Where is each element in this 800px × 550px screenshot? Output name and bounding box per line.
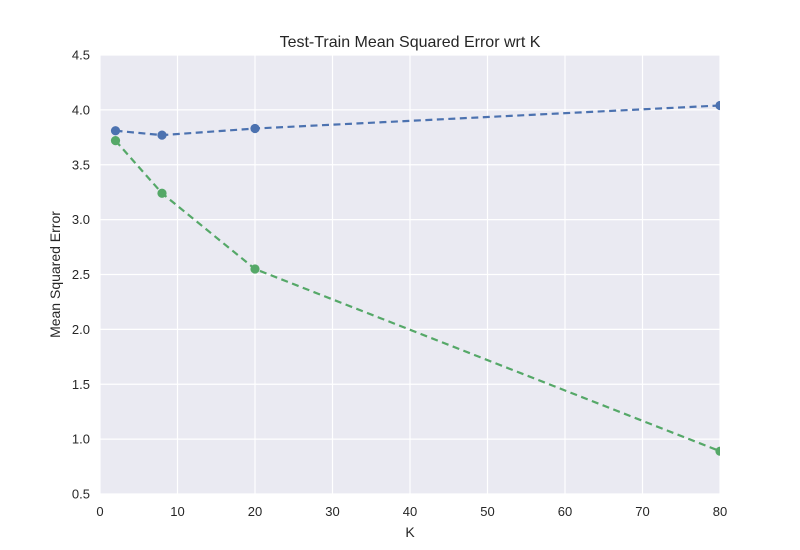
y-tick-label-6: 3.5 (72, 157, 90, 172)
series-0-point-0 (110, 126, 121, 136)
x-tick-label-8: 80 (713, 504, 727, 519)
series-0-line (115, 104, 720, 137)
series-1-point-3 (715, 446, 720, 456)
y-tick-label-4: 2.5 (72, 267, 90, 282)
series-1-point-2 (250, 264, 260, 274)
series-0-point-1 (157, 130, 167, 140)
series-1 (110, 136, 720, 456)
series-1-point-1 (157, 188, 167, 198)
x-tick-label-3: 30 (325, 504, 339, 519)
x-tick-label-0: 0 (96, 504, 103, 519)
x-tick-label-5: 50 (480, 504, 494, 519)
y-tick-label-2: 1.5 (72, 377, 90, 392)
x-axis-title: K (405, 524, 415, 540)
x-tick-label-7: 70 (635, 504, 649, 519)
y-tick-label-8: 4.5 (72, 48, 90, 63)
series-1-point-0 (110, 136, 121, 146)
x-tick-label-1: 10 (170, 504, 184, 519)
y-tick-label-3: 2.0 (72, 322, 90, 337)
series-0-point-3 (715, 100, 720, 111)
y-tick-label-7: 4.0 (72, 102, 90, 117)
x-tick-label-4: 40 (403, 504, 417, 519)
axes: 0 10 20 30 40 50 60 70 80 0.5 1.0 1.5 2.0 2.5 3.0 3.5 4.… (72, 48, 727, 520)
x-tick-label-2: 20 (248, 504, 262, 519)
y-tick-label-0: 0.5 (72, 487, 90, 502)
y-tick-label-1: 1.0 (72, 432, 90, 447)
chart-title: Test-Train Mean Squared Error wrt K (280, 34, 541, 51)
y-tick-label-5: 3.0 (72, 212, 90, 227)
series-0-point-2 (250, 123, 260, 134)
x-tick-label-6: 60 (558, 504, 572, 519)
plot-area (99, 54, 721, 495)
series-0 (110, 100, 720, 140)
series-1-line (114, 139, 720, 453)
y-axis-title: Mean Squared Error (47, 211, 63, 338)
